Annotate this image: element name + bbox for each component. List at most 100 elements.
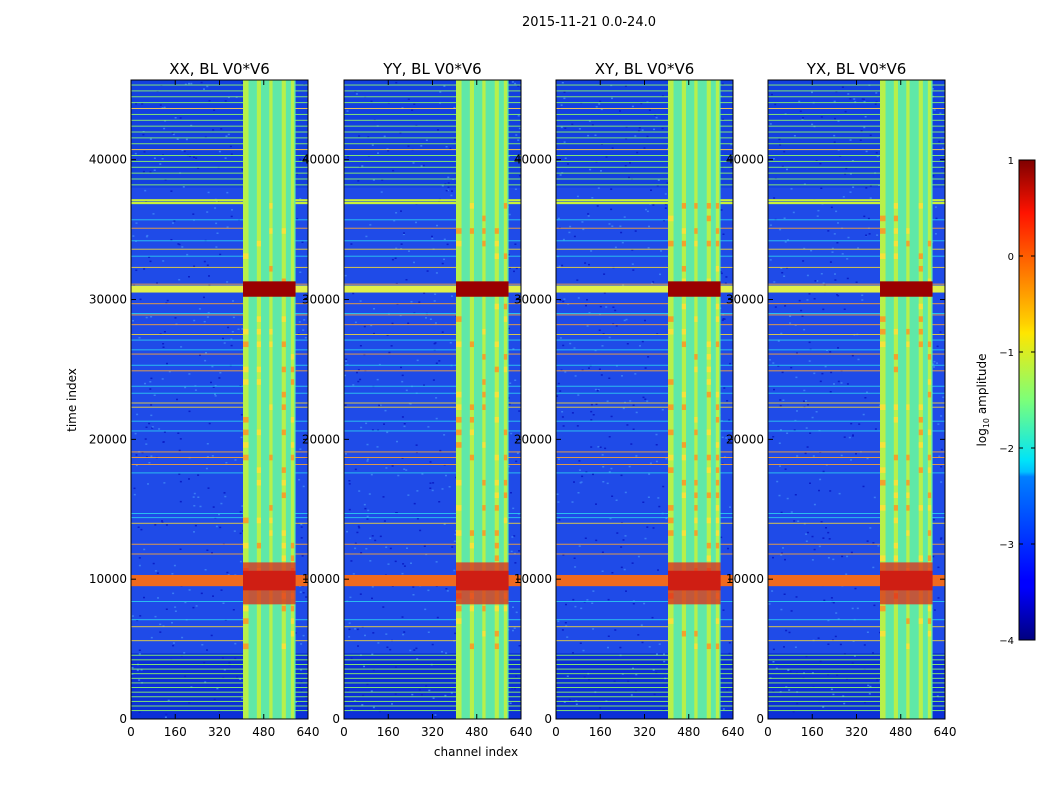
noise-speck <box>410 301 413 303</box>
time-flag-line <box>768 710 945 712</box>
noise-speck <box>143 151 146 153</box>
noise-speck <box>644 319 646 322</box>
noise-speck <box>449 147 452 150</box>
noise-speck <box>298 685 301 687</box>
time-flag-line <box>344 184 521 186</box>
noise-speck <box>517 115 520 117</box>
noise-speck <box>663 653 665 655</box>
noise-speck <box>366 518 369 520</box>
noise-speck <box>933 366 935 368</box>
time-flag-line <box>768 113 945 115</box>
x-tick-label: 320 <box>845 725 868 739</box>
noise-speck <box>166 362 168 365</box>
time-flag-line <box>131 700 308 702</box>
time-flag-line <box>344 303 521 305</box>
noise-speck <box>206 211 209 213</box>
noise-speck <box>357 180 360 182</box>
rfi-block <box>694 416 698 423</box>
noise-speck <box>784 468 787 470</box>
noise-speck <box>610 467 613 470</box>
noise-speck <box>438 360 441 362</box>
time-flag-line <box>344 420 521 422</box>
rfi-block <box>918 253 923 259</box>
noise-speck <box>183 652 186 654</box>
time-flag-line <box>344 219 521 221</box>
noise-speck <box>603 273 606 275</box>
noise-speck <box>172 644 175 647</box>
rfi-block <box>482 354 486 360</box>
noise-speck <box>851 607 854 610</box>
y-tick-label: 10000 <box>302 572 340 586</box>
noise-speck <box>225 462 228 464</box>
rfi-block <box>927 630 932 637</box>
noise-speck <box>396 512 398 514</box>
noise-speck <box>656 184 659 187</box>
noise-speck <box>358 490 361 492</box>
rfi-block <box>706 366 711 373</box>
noise-speck <box>575 703 578 705</box>
time-flag-line <box>344 155 521 156</box>
noise-speck <box>163 431 166 433</box>
rfi-block <box>243 379 249 385</box>
noise-speck <box>364 634 366 637</box>
noise-speck <box>451 295 453 297</box>
y-tick-label: 10000 <box>514 572 552 586</box>
time-flag-line <box>768 640 945 642</box>
noise-speck <box>578 545 581 547</box>
noise-speck <box>564 371 567 373</box>
noise-speck <box>514 687 516 690</box>
noise-speck <box>815 411 818 413</box>
rfi-block <box>706 454 711 461</box>
noise-speck <box>630 443 633 445</box>
noise-speck <box>227 326 230 329</box>
noise-speck <box>300 669 303 671</box>
rfi-block <box>918 618 923 624</box>
noise-speck <box>150 455 153 457</box>
noise-speck <box>203 260 206 263</box>
time-flag-line <box>556 543 733 545</box>
noise-speck <box>206 549 209 551</box>
noise-speck <box>172 222 174 224</box>
noise-speck <box>210 381 212 384</box>
noise-speck <box>602 333 605 335</box>
noise-speck <box>786 432 789 434</box>
noise-speck <box>822 308 825 311</box>
noise-speck <box>655 433 658 436</box>
time-flag-line <box>344 227 521 229</box>
noise-speck <box>206 264 209 266</box>
noise-speck <box>560 104 563 106</box>
noise-speck <box>594 349 597 352</box>
noise-speck <box>443 523 446 525</box>
noise-speck <box>774 103 777 106</box>
time-flag-line <box>768 406 945 408</box>
rfi-block <box>681 228 686 234</box>
rfi-block <box>880 215 886 222</box>
noise-speck <box>839 643 842 646</box>
rfi-block <box>706 215 711 222</box>
rfi-block <box>880 328 886 335</box>
noise-speck <box>841 86 844 88</box>
rfi-block <box>668 517 674 524</box>
noise-speck <box>370 100 373 103</box>
noise-speck <box>227 133 230 136</box>
noise-speck <box>350 709 353 711</box>
noise-speck <box>372 179 375 181</box>
noise-speck <box>797 520 800 522</box>
noise-speck <box>864 397 867 399</box>
time-flag-line <box>768 240 945 242</box>
noise-speck <box>352 292 355 295</box>
time-flag-line <box>768 364 945 366</box>
rfi-block <box>668 454 674 461</box>
y-tick-label: 0 <box>544 712 552 726</box>
rfi-block <box>243 618 249 624</box>
noise-speck <box>149 260 152 263</box>
noise-speck <box>571 123 574 126</box>
noise-speck <box>768 603 771 605</box>
rfi-block <box>893 479 898 486</box>
noise-speck <box>861 98 864 100</box>
noise-speck <box>412 586 415 588</box>
time-flag-line <box>344 430 521 432</box>
time-flag-line <box>556 125 733 127</box>
noise-speck <box>829 351 832 353</box>
rfi-block <box>243 454 249 461</box>
